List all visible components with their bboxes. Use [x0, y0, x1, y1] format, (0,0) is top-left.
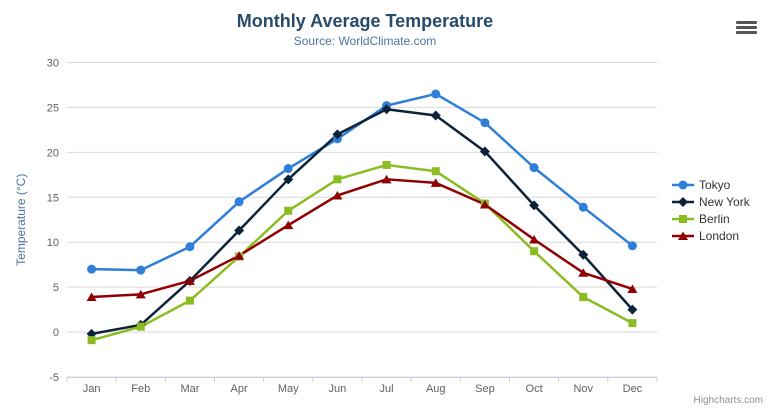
legend-item-berlin[interactable]: Berlin — [672, 211, 750, 227]
point-berlin-oct[interactable] — [530, 247, 539, 256]
x-axis-label-nov: Nov — [573, 383, 593, 395]
point-tokyo-sep[interactable] — [480, 118, 490, 128]
x-axis-label-may: May — [278, 383, 299, 395]
legend-marker-shape — [678, 231, 688, 240]
chart-title: Monthly Average Temperature — [236, 11, 494, 31]
legend-marker-shape — [679, 215, 687, 223]
y-axis-label-10: 10 — [47, 237, 59, 249]
legend-marker-shape — [678, 180, 688, 190]
point-tokyo-may[interactable] — [283, 164, 293, 174]
point-berlin-jun[interactable] — [333, 175, 342, 184]
y-axis-label-5: 5 — [53, 282, 59, 294]
x-axis-label-feb: Feb — [131, 383, 150, 395]
point-london-nov[interactable] — [578, 268, 589, 277]
series-line-new-york — [90, 107, 634, 336]
point-london-dec[interactable] — [627, 284, 638, 293]
series-line-london — [90, 178, 634, 299]
legend-marker-square-icon — [672, 215, 694, 223]
y-axis-label-20: 20 — [47, 147, 59, 159]
point-london-jan[interactable] — [86, 292, 97, 302]
point-berlin-feb[interactable] — [136, 322, 145, 331]
point-london-apr[interactable] — [234, 251, 245, 260]
point-tokyo-dec[interactable] — [627, 241, 637, 251]
point-berlin-may[interactable] — [284, 206, 293, 215]
point-london-feb[interactable] — [135, 289, 146, 299]
legend-item-new-york[interactable]: New York — [672, 194, 750, 210]
point-new-york-nov[interactable] — [578, 249, 589, 260]
point-berlin-nov[interactable] — [579, 293, 588, 302]
x-axis-label-jan: Jan — [83, 383, 101, 395]
point-tokyo-mar[interactable] — [185, 242, 195, 252]
x-axis-label-sep: Sep — [475, 383, 495, 395]
point-london-jul[interactable] — [381, 174, 392, 184]
series-line-tokyo — [90, 92, 634, 272]
x-axis-label-jul: Jul — [380, 383, 394, 395]
x-axis-label-oct: Oct — [526, 383, 543, 395]
y-axis-label--5: -5 — [49, 372, 59, 384]
x-axis-label-mar: Mar — [180, 383, 199, 395]
point-new-york-jun[interactable] — [332, 129, 343, 140]
point-berlin-mar[interactable] — [185, 296, 194, 305]
point-new-york-sep[interactable] — [479, 146, 490, 157]
export-menu-button[interactable] — [736, 21, 757, 35]
point-new-york-dec[interactable] — [627, 304, 638, 315]
y-axis-title: Temperature (°C) — [14, 174, 28, 266]
x-axis-label-dec: Dec — [623, 383, 643, 395]
point-london-aug[interactable] — [430, 178, 441, 187]
x-axis-label-aug: Aug — [426, 383, 446, 395]
point-london-sep[interactable] — [479, 199, 490, 209]
point-new-york-jul[interactable] — [381, 104, 392, 115]
point-london-may[interactable] — [283, 220, 294, 230]
point-tokyo-nov[interactable] — [578, 202, 588, 212]
point-berlin-aug[interactable] — [431, 167, 440, 176]
point-tokyo-apr[interactable] — [234, 197, 244, 207]
y-axis-label-15: 15 — [47, 192, 59, 204]
legend-label: Tokyo — [699, 178, 731, 192]
point-new-york-apr[interactable] — [234, 225, 245, 236]
legend-marker-diamond-icon — [672, 197, 694, 207]
point-new-york-oct[interactable] — [529, 200, 540, 211]
point-berlin-jan[interactable] — [87, 336, 96, 345]
point-tokyo-feb[interactable] — [136, 265, 146, 275]
x-axis-label-jun: Jun — [329, 383, 347, 395]
point-new-york-aug[interactable] — [430, 110, 441, 121]
point-berlin-dec[interactable] — [628, 319, 637, 328]
series-line-berlin — [90, 163, 634, 342]
y-axis-label-0: 0 — [53, 327, 59, 339]
legend-marker-circle-icon — [672, 180, 694, 190]
point-london-oct[interactable] — [529, 235, 540, 244]
chart-subtitle: Source: WorldClimate.com — [293, 34, 437, 48]
legend-label: New York — [699, 195, 750, 209]
y-axis-label-25: 25 — [47, 102, 59, 114]
point-london-mar[interactable] — [184, 276, 195, 285]
point-tokyo-aug[interactable] — [431, 89, 441, 99]
legend-label: Berlin — [699, 212, 730, 226]
legend-label: London — [699, 229, 740, 243]
legend-item-tokyo[interactable]: Tokyo — [672, 177, 750, 193]
legend-item-london[interactable]: London — [672, 228, 750, 244]
legend-marker-triangle-icon — [672, 231, 694, 240]
point-new-york-may[interactable] — [283, 174, 294, 185]
y-axis-label-30: 30 — [47, 58, 59, 70]
hamburger-icon — [736, 21, 757, 34]
point-tokyo-oct[interactable] — [529, 163, 539, 173]
point-london-jun[interactable] — [332, 190, 343, 200]
point-tokyo-jan[interactable] — [87, 264, 97, 274]
legend: Tokyo New York Berlin London — [672, 177, 750, 245]
point-berlin-jul[interactable] — [382, 160, 391, 169]
credits-link[interactable]: Highcharts.com — [693, 395, 763, 406]
x-axis-label-apr: Apr — [231, 383, 248, 395]
legend-marker-shape — [678, 197, 688, 207]
